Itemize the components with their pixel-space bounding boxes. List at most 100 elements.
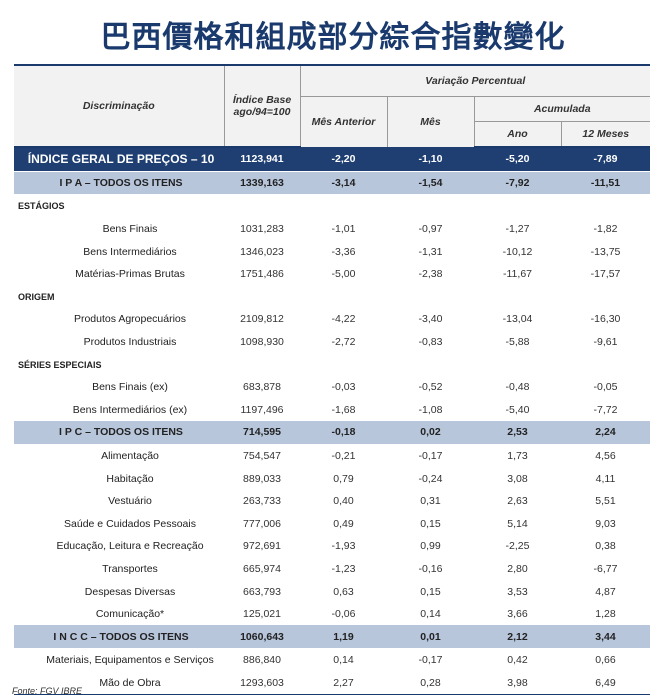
doze-meses-cell: 4,11 [595, 472, 616, 485]
row-label: Despesas Diversas [84, 585, 176, 598]
group-row: I P C – TODOS OS ITENS 714,595 -0,18 0,02 2,… [14, 421, 650, 445]
index-base-cell: 754,547 [243, 450, 281, 463]
mes-anterior-cell: -1,93 [331, 540, 356, 553]
section-header-row: SÉRIES ESPECIAIS [14, 353, 650, 376]
doze-meses-cell: 0,66 [595, 654, 616, 667]
ano-cell: -13,04 [502, 313, 533, 326]
index-base-cell: 263,733 [243, 495, 281, 508]
table-row: Comunicação* 125,021 -0,06 0,14 3,66 1,28 [14, 603, 650, 626]
mes-cell: -1,54 [387, 171, 474, 196]
ano-cell: 3,98 [474, 671, 561, 696]
section-label: ORIGEM [18, 291, 55, 302]
index-base-cell: 1197,496 [240, 403, 284, 416]
ano-cell: -11,67 [503, 268, 532, 281]
index-base-cell: 1123,941 [224, 147, 300, 172]
row-label: Educação, Leitura e Recreação [56, 540, 204, 553]
row-label: Vestuário [108, 495, 152, 508]
table-header: Discriminação Índice Base ago/94=100 Var… [14, 65, 650, 148]
index-base-cell: 683,878 [243, 381, 281, 394]
row-label: Bens Finais (ex) [92, 381, 168, 394]
index-base-cell: 1751,486 [240, 268, 284, 281]
index-base-cell: 972,691 [243, 540, 281, 553]
index-base-cell: 777,006 [243, 517, 281, 530]
doze-meses-cell: 2,24 [561, 421, 650, 445]
group-row: I N C C – TODOS OS ITENS 1060,643 1,19 0,01… [14, 625, 650, 650]
header-mes-anterior: Mês Anterior [299, 96, 387, 147]
doze-meses-cell: -16,30 [590, 313, 621, 326]
row-label: Materiais, Equipamentos e Serviços [46, 654, 214, 667]
mes-cell: -0,97 [418, 223, 443, 236]
header-ano: Ano [473, 121, 561, 148]
header-12-meses: 12 Meses [560, 121, 650, 148]
index-base-cell: 1293,603 [224, 671, 300, 696]
mes-cell: 0,28 [387, 671, 474, 696]
mes-cell: -0,52 [418, 381, 443, 394]
page-title: 巴西價格和組成部分綜合指數變化 [100, 20, 566, 55]
doze-meses-cell: 5,51 [595, 495, 616, 508]
index-base-cell: 1346,023 [240, 245, 284, 258]
table-row: Materiais, Equipamentos e Serviços 886,84… [14, 649, 650, 672]
ano-cell: 2,80 [507, 562, 528, 575]
mes-cell: -2,38 [418, 268, 443, 281]
index-base-cell: 663,793 [243, 585, 281, 598]
mes-anterior-cell: -2,20 [300, 147, 387, 172]
header-mes: Mês [386, 96, 474, 147]
header-discriminacao: Discriminação [14, 65, 224, 148]
row-label: Bens Finais [102, 223, 158, 236]
section-label: SÉRIES ESPECIAIS [18, 359, 102, 370]
mes-cell: 0,01 [387, 625, 474, 650]
mes-cell: 0,14 [420, 608, 441, 621]
table-row: Alimentação 754,547 -0,21 -0,17 1,73 4,56 [14, 444, 650, 467]
ano-cell: -7,92 [474, 171, 561, 196]
mes-cell: 0,15 [420, 517, 441, 530]
mes-anterior-cell: 0,40 [333, 495, 354, 508]
doze-meses-cell: 0,38 [595, 540, 616, 553]
ano-cell: -0,48 [505, 381, 530, 394]
header-variacao: Variação Percentual [299, 65, 650, 97]
index-base-cell: 1098,930 [240, 336, 284, 349]
ano-cell: 0,42 [507, 654, 528, 667]
row-label: Bens Intermediários (ex) [72, 403, 188, 416]
header-acumulada: Acumulada [473, 96, 650, 122]
mes-anterior-cell: -0,21 [331, 450, 356, 463]
ano-cell: -5,88 [505, 336, 530, 349]
table-row: Transportes 665,974 -1,23 -0,16 2,80 -6,77 [14, 558, 650, 581]
ano-cell: 3,53 [507, 585, 528, 598]
table-row: Bens Intermediários 1346,023 -3,36 -1,31 -10… [14, 240, 650, 263]
mes-cell: -0,16 [418, 562, 443, 575]
doze-meses-cell: -1,82 [593, 223, 618, 236]
mes-cell: 0,15 [420, 585, 441, 598]
doze-meses-cell: 1,28 [595, 608, 616, 621]
mes-cell: 0,99 [420, 540, 441, 553]
mes-cell: -0,83 [418, 336, 443, 349]
table-row: Bens Finais 1031,283 -1,01 -0,97 -1,27 -1,82 [14, 218, 650, 241]
doze-meses-cell: 4,56 [595, 450, 616, 463]
doze-meses-cell: 9,03 [595, 517, 616, 530]
row-label: Alimentação [101, 450, 159, 463]
index-base-cell: 125,021 [243, 608, 281, 621]
mes-cell: 0,31 [420, 495, 441, 508]
source-note: Fonte: FGV IBRE [12, 686, 83, 696]
row-label: Transportes [102, 562, 158, 575]
table-row: Mão de Obra 1293,603 2,27 0,28 3,98 6,49 [14, 671, 650, 696]
doze-meses-cell: -0,05 [593, 381, 618, 394]
header-indice-base: Índice Base ago/94=100 [223, 65, 300, 148]
table-row: Habitação 889,033 0,79 -0,24 3,08 4,11 [14, 467, 650, 490]
mes-anterior-cell: -0,03 [331, 381, 356, 394]
doze-meses-cell: 4,87 [595, 585, 616, 598]
table-row: Educação, Leitura e Recreação 972,691 -1,9… [14, 535, 650, 558]
doze-meses-cell: 6,49 [561, 671, 650, 696]
mes-anterior-cell: -2,72 [331, 336, 356, 349]
row-label: Produtos Agropecuários [73, 313, 187, 326]
row-label: Matérias-Primas Brutas [75, 268, 185, 281]
price-index-table: Discriminação Índice Base ago/94=100 Var… [14, 64, 650, 696]
doze-meses-cell: -9,61 [593, 336, 618, 349]
index-base-cell: 2109,812 [240, 313, 284, 326]
mes-anterior-cell: -3,14 [300, 171, 387, 196]
group-row: I P A – TODOS OS ITENS 1339,163 -3,14 -1,54… [14, 171, 650, 196]
row-label: ÍNDICE GERAL DE PREÇOS – 10 [14, 147, 224, 172]
ano-cell: -2,25 [505, 540, 530, 553]
row-label: I N C C – TODOS OS ITENS [14, 625, 224, 650]
row-label: I P C – TODOS OS ITENS [14, 421, 224, 445]
table-row: Matérias-Primas Brutas 1751,486 -5,00 -2,38… [14, 263, 650, 286]
